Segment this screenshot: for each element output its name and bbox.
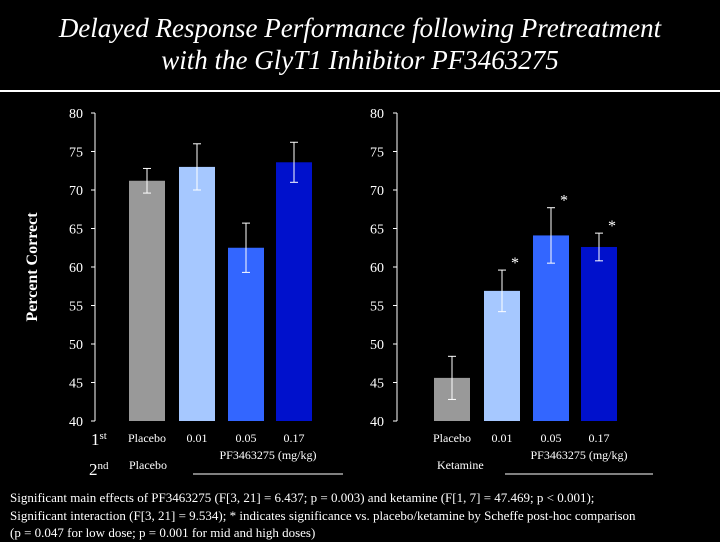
caption-line-2: Significant interaction (F[3, 21] = 9.53… bbox=[10, 507, 636, 523]
y-tick-label-right: 45 bbox=[370, 377, 384, 392]
row-label-second-number: 2 bbox=[89, 460, 98, 479]
x-category-label-right-1: Placebo bbox=[433, 431, 471, 445]
x-category-label-right-4: 0.17 bbox=[589, 431, 610, 445]
title-divider bbox=[0, 90, 720, 92]
bar-chart: Percent Correct 80 75 70 65 60 55 50 45 40 Placebo… bbox=[24, 107, 653, 479]
y-tick-label-left: 80 bbox=[69, 107, 83, 122]
significance-marker-right-2: * bbox=[511, 255, 519, 272]
row-label-first: 1st bbox=[91, 430, 107, 449]
y-tick-label-left: 65 bbox=[69, 223, 83, 238]
x-category-label-right-3: 0.05 bbox=[541, 431, 562, 445]
x-category-label-right-2: 0.01 bbox=[492, 431, 513, 445]
bar-right-3 bbox=[533, 235, 569, 421]
row-label-first-number: 1 bbox=[91, 430, 100, 449]
caption-line-3: (p = 0.047 for low dose; p = 0.001 for m… bbox=[10, 525, 316, 540]
statistics-caption: Significant main effects of PF3463275 (F… bbox=[10, 489, 715, 542]
caption-line-1: Significant main effects of PF3463275 (F… bbox=[10, 490, 595, 505]
y-tick-label-left: 70 bbox=[69, 184, 83, 199]
row-label-second: 2nd bbox=[89, 460, 109, 479]
y-tick-label-right: 50 bbox=[370, 338, 384, 353]
y-tick-label-right: 40 bbox=[370, 415, 384, 430]
bar-right-4 bbox=[581, 246, 617, 421]
bar-left-3 bbox=[228, 247, 264, 421]
group-label-left: PF3463275 (mg/kg) bbox=[219, 448, 316, 462]
chart-title-line-1: Delayed Response Performance following P… bbox=[58, 13, 662, 43]
second-treatment-label-left: Placebo bbox=[129, 458, 167, 472]
x-category-label-left-1: Placebo bbox=[128, 431, 166, 445]
row-label-second-suffix: nd bbox=[98, 460, 110, 472]
y-axis-label: Percent Correct bbox=[24, 212, 41, 322]
y-tick-label-left: 55 bbox=[69, 300, 83, 315]
chart-title: Delayed Response Performance following P… bbox=[0, 12, 720, 76]
bar-right-2 bbox=[484, 290, 520, 421]
x-category-label-left-2: 0.01 bbox=[187, 431, 208, 445]
y-tick-label-right: 65 bbox=[370, 223, 384, 238]
y-tick-label-left: 60 bbox=[69, 261, 83, 276]
y-tick-label-left: 40 bbox=[69, 415, 83, 430]
y-tick-label-left: 50 bbox=[69, 338, 83, 353]
y-tick-label-right: 75 bbox=[370, 146, 384, 161]
x-category-label-left-3: 0.05 bbox=[236, 431, 257, 445]
x-category-label-left-4: 0.17 bbox=[284, 431, 305, 445]
row-label-first-suffix: st bbox=[100, 430, 107, 442]
chart-title-line-2: with the GlyT1 Inhibitor PF3463275 bbox=[161, 45, 559, 75]
significance-marker-right-3: * bbox=[560, 193, 568, 210]
y-tick-label-right: 80 bbox=[370, 107, 384, 122]
second-treatment-label-right: Ketamine bbox=[437, 458, 484, 472]
group-label-right: PF3463275 (mg/kg) bbox=[530, 448, 627, 462]
bar-left-1 bbox=[129, 180, 165, 421]
bar-left-2 bbox=[179, 166, 215, 421]
bar-left-4 bbox=[276, 162, 312, 421]
y-tick-label-left: 75 bbox=[69, 146, 83, 161]
y-tick-label-left: 45 bbox=[69, 377, 83, 392]
y-tick-label-right: 70 bbox=[370, 184, 384, 199]
significance-marker-right-4: * bbox=[608, 218, 616, 235]
y-tick-label-right: 55 bbox=[370, 300, 384, 315]
y-tick-label-right: 60 bbox=[370, 261, 384, 276]
